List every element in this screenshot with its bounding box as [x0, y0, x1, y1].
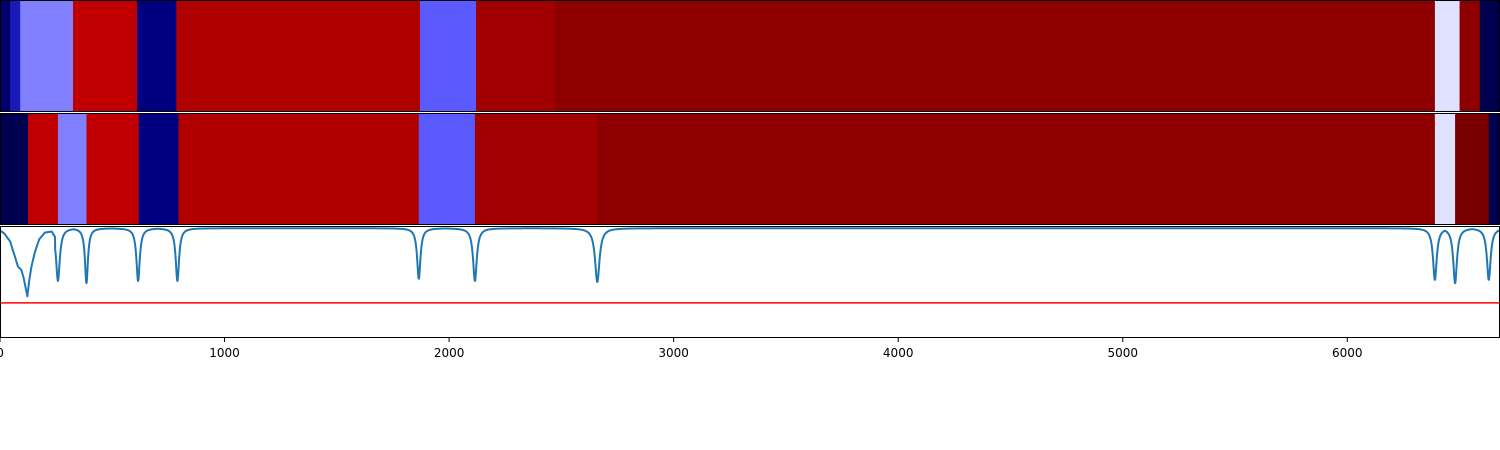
heatmap-segment-1-9	[554, 0, 1436, 112]
heatmap-segment-2-3	[57, 113, 88, 225]
heatmap-segment-2-4	[86, 113, 140, 225]
heatmap-row-1	[0, 0, 1500, 112]
heatmap-segment-1-4	[72, 0, 138, 112]
heatmap-segment-1-10	[1434, 0, 1461, 112]
heatmap-segment-1-6	[176, 0, 421, 112]
series-line	[0, 227, 1500, 298]
heatmap-segment-1-12	[1479, 0, 1500, 112]
x-tick-label-4000: 4000	[883, 346, 914, 360]
heatmap-segment-2-12	[1488, 113, 1500, 225]
heatmap-segment-2-6	[178, 113, 420, 225]
heatmap-segment-1-1	[0, 0, 11, 112]
heatmap-segment-2-10	[1434, 113, 1456, 225]
heatmap-row-2	[0, 113, 1500, 225]
heatmap-segment-1-2	[10, 0, 21, 112]
heatmap-segment-2-8	[474, 113, 598, 225]
heatmap-segment-1-3	[20, 0, 74, 112]
heatmap-segment-2-9	[597, 113, 1436, 225]
heatmap-segment-2-1	[0, 113, 29, 225]
x-tick-label-2000: 2000	[434, 346, 465, 360]
line-panel	[0, 227, 1500, 304]
x-tick-label-0: 0	[0, 346, 4, 360]
heatmap-segment-1-8	[476, 0, 556, 112]
heatmap-segment-1-11	[1459, 0, 1481, 112]
x-tick-label-5000: 5000	[1107, 346, 1138, 360]
x-tick-label-1000: 1000	[209, 346, 240, 360]
x-axis: 0 1000 2000 3000 4000 5000 6000	[0, 338, 1363, 360]
heatmap-segment-1-5	[136, 0, 177, 112]
heatmap-segment-2-5	[138, 113, 180, 225]
panel-frame-3	[0, 226, 1500, 338]
x-tick-label-3000: 3000	[658, 346, 689, 360]
x-tick-label-6000: 6000	[1332, 346, 1363, 360]
heatmap-segment-2-2	[28, 113, 59, 225]
heatmap-segment-2-7	[418, 113, 476, 225]
heatmap-segment-2-11	[1455, 113, 1490, 225]
heatmap-segment-1-7	[419, 0, 477, 112]
